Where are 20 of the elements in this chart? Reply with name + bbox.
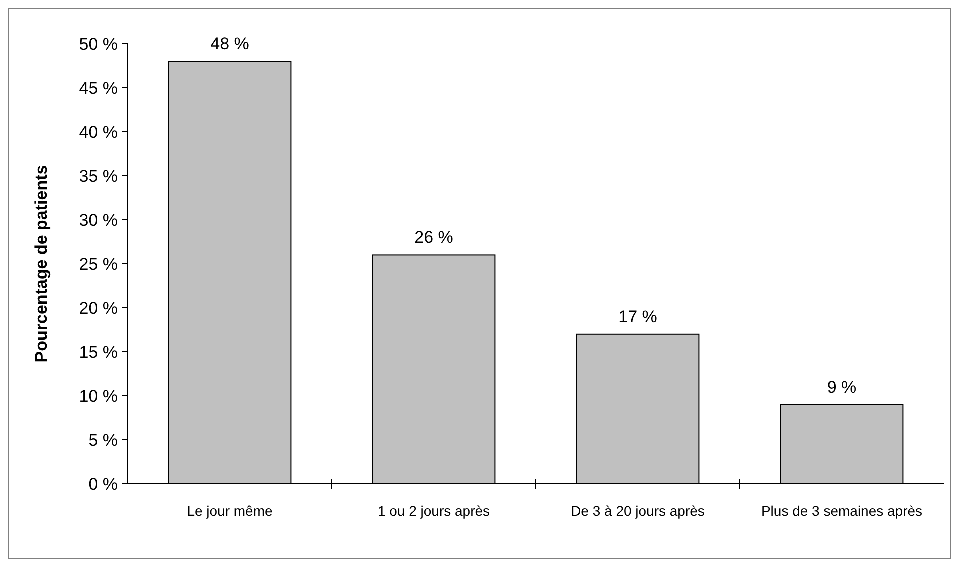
y-tick-label: 20 % [79,298,118,318]
y-tick-label: 45 % [79,78,118,98]
x-tick-label: 1 ou 2 jours après [378,503,490,519]
y-tick-label: 50 % [79,34,118,54]
data-label: 17 % [618,307,658,326]
y-tick-label: 25 % [79,254,118,274]
y-tick-label: 10 % [79,386,118,406]
data-label: 48 % [210,34,250,54]
y-tick-label: 5 % [88,430,118,450]
y-tick-label: 35 % [79,166,118,186]
x-tick-label: De 3 à 20 jours après [571,503,705,519]
x-tick-label: Le jour même [187,503,274,519]
y-tick-label: 0 % [88,474,118,494]
y-tick-label: 40 % [79,122,118,142]
y-axis-title: Pourcentage de patients [32,165,51,363]
data-label: 9 % [827,378,857,397]
y-tick-label: 15 % [79,342,118,362]
x-tick-label: Plus de 3 semaines après [761,503,923,519]
y-tick-label: 30 % [79,210,118,230]
data-label: 26 % [414,228,454,248]
